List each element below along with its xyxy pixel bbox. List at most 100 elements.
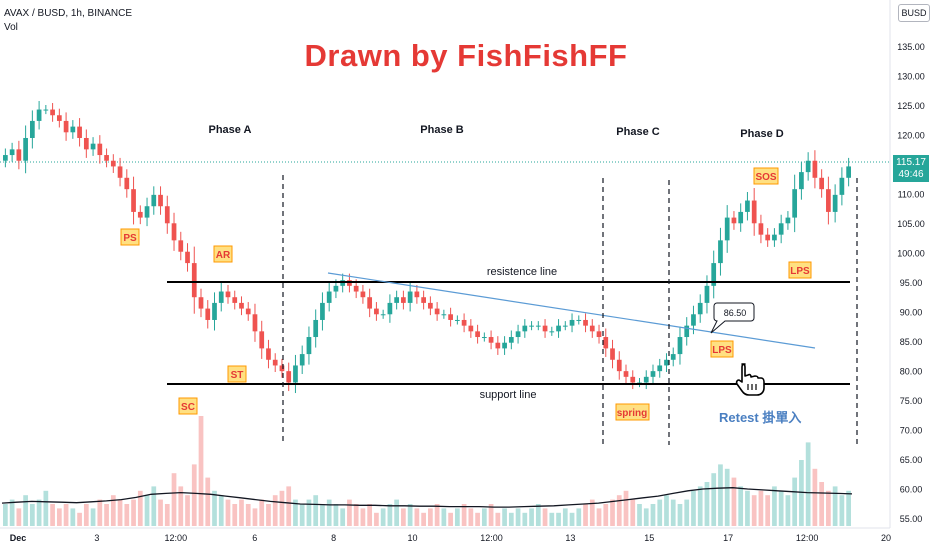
volume-bar	[299, 504, 305, 526]
volume-bar	[110, 495, 116, 526]
volume-bar	[664, 495, 669, 526]
candle-body	[151, 194, 157, 207]
time-axis[interactable]: Dec 3 12:00 6 8 10 12:00 13 15 17 12:00 20	[10, 533, 891, 543]
volume-bar	[367, 504, 373, 526]
volume-bar	[239, 499, 244, 526]
volume-bar	[508, 512, 514, 526]
candle-body	[158, 194, 163, 207]
candle-body	[569, 319, 575, 326]
x-tick-label: Dec	[10, 533, 27, 543]
volume-bars	[3, 416, 851, 526]
price-callout[interactable]: 86.50	[710, 302, 755, 334]
event-spring[interactable]: spring	[615, 403, 650, 421]
candle-body	[117, 166, 123, 178]
candle-body	[475, 331, 480, 338]
volume-bar	[117, 499, 123, 526]
volume-bar	[556, 512, 561, 526]
volume-bar	[63, 504, 69, 526]
volume-bar	[805, 442, 811, 526]
volume-bar	[684, 499, 690, 526]
volume-bar	[3, 504, 8, 526]
candle-body	[428, 302, 433, 309]
candle-body	[596, 331, 602, 338]
candle-body	[468, 325, 474, 332]
resistance-line-label: resistence line	[487, 266, 557, 278]
candle-body	[97, 143, 103, 156]
volume-bar	[468, 508, 474, 526]
candle-body	[610, 348, 615, 360]
price-axis[interactable]: 135.00130.00125.00120.00115.00110.00105.…	[897, 42, 925, 524]
volume-bar	[751, 495, 757, 526]
support-line-label: support line	[480, 389, 537, 401]
event-ar[interactable]: AR	[213, 245, 233, 263]
volume-bar	[374, 512, 379, 526]
volume-bar	[16, 508, 22, 526]
candle-body	[131, 189, 136, 212]
x-tick-label: 17	[723, 533, 733, 543]
candle-body	[205, 308, 211, 320]
volume-bar	[124, 504, 130, 526]
volume-bar	[326, 499, 332, 526]
candle-body	[232, 297, 238, 303]
y-tick-label: 100.00	[897, 249, 925, 259]
event-sc-label: SC	[181, 402, 195, 413]
symbol-title[interactable]: AVAX / BUSD, 1h, BINANCE	[4, 8, 133, 19]
candle-body	[751, 200, 757, 224]
volume-bar	[23, 495, 28, 526]
volume-bar	[151, 486, 157, 526]
volume-bar	[785, 495, 791, 526]
candle-body	[529, 325, 534, 327]
candle-body	[454, 319, 460, 321]
candle-body	[144, 206, 150, 218]
event-ps[interactable]: PS	[120, 228, 140, 246]
candle-body	[245, 308, 251, 315]
candle-body	[832, 194, 838, 212]
event-lps[interactable]: LPS	[710, 340, 734, 358]
candle-body	[724, 217, 730, 241]
volume-bar	[29, 504, 35, 526]
volume-bar	[610, 499, 615, 526]
volume-bar	[401, 508, 406, 526]
phase-d-label: Phase D	[740, 128, 783, 140]
volume-bar	[576, 508, 582, 526]
candle-body	[272, 359, 278, 366]
volume-bar	[711, 473, 717, 526]
candle-body	[583, 319, 588, 326]
currency-badge[interactable]: BUSD	[898, 4, 930, 22]
x-tick-label: 13	[565, 533, 575, 543]
candle-body	[124, 177, 130, 190]
chart-title: Drawn by FishFishFF	[304, 38, 628, 73]
candle-body	[502, 342, 507, 349]
candle-body	[522, 325, 528, 332]
volume-bar	[481, 508, 487, 526]
candle-body	[664, 359, 669, 366]
candle-body	[738, 211, 744, 224]
volume-bar	[461, 504, 467, 526]
volume-bar	[448, 512, 453, 526]
volume-bar	[104, 504, 109, 526]
volume-bar	[623, 490, 629, 526]
event-st[interactable]: ST	[227, 365, 247, 383]
candle-body	[353, 285, 359, 292]
candle-body	[765, 234, 771, 241]
volume-bar	[70, 508, 76, 526]
volume-bar	[333, 504, 339, 526]
candle-body	[508, 337, 514, 343]
volume-indicator-label[interactable]: Vol	[4, 22, 18, 33]
candle-body	[704, 285, 710, 303]
candle-body	[718, 240, 723, 264]
volume-bar	[198, 416, 204, 526]
event-lps[interactable]: LPS	[788, 261, 812, 279]
volume-bar	[535, 504, 541, 526]
volume-bar	[185, 495, 190, 526]
volume-bar	[164, 504, 170, 526]
y-tick-label: 120.00	[897, 131, 925, 141]
event-sc[interactable]: SC	[178, 397, 198, 415]
candle-body	[23, 137, 28, 161]
trend-line[interactable]	[327, 272, 816, 349]
volume-bar	[691, 490, 696, 526]
candle-body	[367, 297, 373, 309]
candle-body	[441, 314, 447, 316]
event-sos[interactable]: SOS	[753, 167, 779, 185]
